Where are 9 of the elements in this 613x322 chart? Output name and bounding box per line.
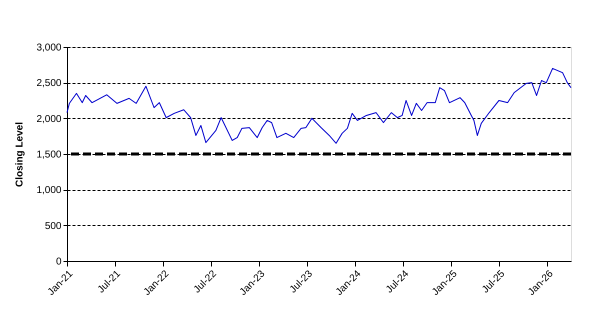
y-tick-label: 2,500 — [36, 78, 62, 90]
y-tick-label: 3,000 — [36, 42, 62, 54]
y-tick-label: 1,500 — [36, 150, 62, 160]
y-axis-title: Closing Level — [14, 122, 26, 188]
y-tick-label: 2,000 — [36, 114, 62, 125]
y-tick-label: 500 — [44, 220, 62, 232]
y-tick-label: 0 — [56, 256, 62, 268]
line-series — [66, 68, 572, 144]
y-tick-label: 1,000 — [36, 185, 62, 196]
